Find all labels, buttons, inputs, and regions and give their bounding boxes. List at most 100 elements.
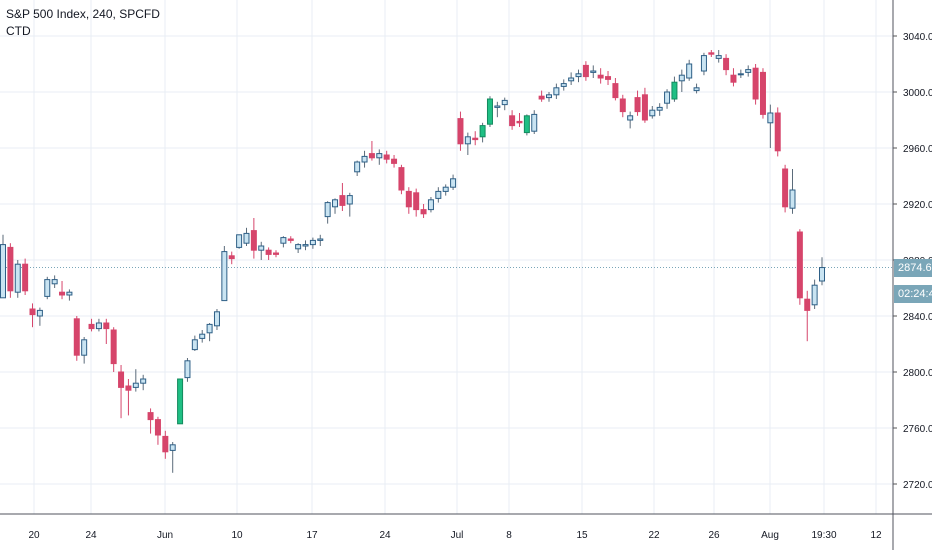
candle-body xyxy=(361,155,368,163)
candle-body xyxy=(295,244,302,250)
candle-body xyxy=(73,318,80,356)
candle-body xyxy=(213,311,220,327)
candle-body xyxy=(546,94,552,99)
candle-body xyxy=(44,279,51,297)
candle-body xyxy=(442,186,449,192)
candle-body xyxy=(730,74,737,83)
candle-body xyxy=(243,232,250,244)
candle-body xyxy=(671,81,678,100)
candle-body xyxy=(627,115,634,121)
candles xyxy=(0,50,825,473)
candle-body xyxy=(715,55,722,59)
candle-body xyxy=(29,308,36,316)
candle-body xyxy=(383,154,390,160)
candle-body xyxy=(450,178,457,188)
candle-body xyxy=(66,291,73,296)
candle-body xyxy=(324,202,331,218)
x-tick-label: 24 xyxy=(379,530,391,541)
candle-body xyxy=(103,322,110,330)
candle-body xyxy=(206,323,213,334)
candle-body xyxy=(332,199,339,208)
candle-body xyxy=(309,239,316,246)
candle-body xyxy=(22,263,29,292)
candle-body xyxy=(81,339,88,356)
x-tick-label: 15 xyxy=(576,530,588,541)
candle-body xyxy=(147,412,154,421)
grid-lines xyxy=(0,0,893,514)
candle-body xyxy=(590,70,597,73)
axis-labels: 3040.03000.02960.02920.02880.02840.02800… xyxy=(28,32,932,541)
candle-body xyxy=(154,419,161,436)
candle-body xyxy=(686,63,693,79)
candle-body xyxy=(339,195,346,206)
candle-body xyxy=(140,378,147,384)
x-tick-label: 19:30 xyxy=(811,530,836,541)
candle-body xyxy=(560,83,567,87)
candle-body xyxy=(649,109,656,117)
candle-body xyxy=(184,360,191,379)
candle-body xyxy=(88,323,95,330)
candle-body xyxy=(59,291,66,296)
candle-body xyxy=(110,329,117,365)
candle-body xyxy=(287,238,294,241)
candle-body xyxy=(700,55,707,72)
x-tick-label: Aug xyxy=(761,530,779,541)
candle-body xyxy=(265,249,272,255)
candle-body xyxy=(767,112,774,124)
candle-body xyxy=(420,209,427,215)
candle-body xyxy=(14,263,21,293)
candle-body xyxy=(782,168,789,208)
candle-body xyxy=(605,76,612,80)
candle-body xyxy=(509,115,516,127)
candle-body xyxy=(435,190,442,199)
candle-body xyxy=(678,74,685,82)
candle-body xyxy=(280,237,287,244)
x-tick-label: 10 xyxy=(231,530,243,541)
candle-body xyxy=(7,246,14,292)
candle-body xyxy=(538,95,545,100)
candle-body xyxy=(0,244,6,299)
candle-body xyxy=(368,153,375,159)
candle-body xyxy=(398,167,405,191)
candle-body xyxy=(664,91,671,104)
candle-body xyxy=(391,158,398,164)
y-tick-label: 2960.0 xyxy=(903,144,932,155)
candle-body xyxy=(745,69,752,73)
candle-body xyxy=(612,83,619,99)
candle-body xyxy=(191,339,198,351)
candle-body xyxy=(486,98,493,125)
candle-body xyxy=(132,382,139,388)
indicator-label: CTD xyxy=(6,24,31,38)
current-price-value: 2874.6 xyxy=(898,261,932,274)
candle-body xyxy=(759,71,766,115)
x-tick-label: 12 xyxy=(870,530,882,541)
y-tick-label: 3000.0 xyxy=(903,88,932,99)
candle-body xyxy=(479,125,486,138)
candle-body xyxy=(464,136,471,145)
y-tick-label: 2800.0 xyxy=(903,368,932,379)
current-price-tag: 2874.6 xyxy=(894,258,932,277)
bar-countdown-tag: 02:24:48 xyxy=(894,284,932,303)
candle-body xyxy=(302,244,309,247)
x-tick-label: 26 xyxy=(708,530,720,541)
x-tick-label: 8 xyxy=(506,530,512,541)
candle-body xyxy=(796,231,803,299)
bar-countdown-value: 02:24:48 xyxy=(898,287,932,300)
candle-body xyxy=(273,252,279,255)
candle-body xyxy=(723,57,730,71)
y-tick-label: 2760.0 xyxy=(903,424,932,435)
candle-body xyxy=(811,284,818,306)
candle-body xyxy=(708,52,715,55)
chart-legend: S&P 500 Index, 240, SPCFD CTD xyxy=(6,6,160,40)
candle-body xyxy=(221,251,228,302)
candle-body xyxy=(118,371,125,388)
candle-body xyxy=(634,97,641,113)
candle-body xyxy=(405,190,412,208)
candle-body xyxy=(656,106,663,111)
candle-body xyxy=(774,112,781,152)
candle-body xyxy=(789,189,796,209)
x-tick-label: Jun xyxy=(157,530,173,541)
